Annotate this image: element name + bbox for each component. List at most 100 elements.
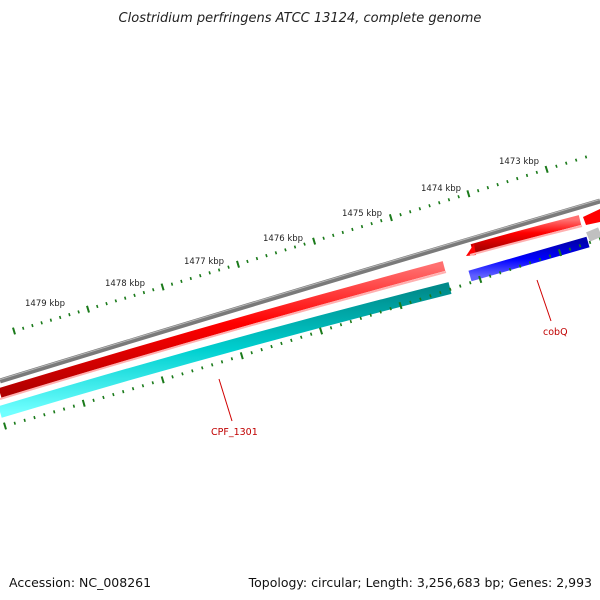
inner-ring-minor-tick: [181, 372, 184, 376]
inner-ring-minor-tick: [210, 363, 214, 367]
outer-ring-major-tick: [86, 305, 90, 313]
inner-ring-minor-tick: [230, 357, 234, 361]
inner-ring-minor-tick: [329, 326, 333, 330]
outer-ring-minor-tick: [189, 276, 192, 281]
inner-ring-minor-tick: [419, 297, 422, 301]
inner-ring-major-tick: [319, 327, 324, 335]
cpf1301-pointer-line: [218, 378, 233, 422]
outer-ring-minor-tick: [506, 179, 509, 184]
outer-ring-minor-tick: [565, 161, 568, 165]
genome-backbone: [0, 198, 600, 384]
outer-ring-minor-tick: [152, 288, 155, 292]
outer-ring-minor-tick: [476, 189, 480, 193]
inner-ring-minor-tick: [389, 307, 392, 311]
inner-ring-major-tick: [239, 352, 244, 360]
outer-ring-minor-tick: [208, 271, 211, 275]
inner-ring-minor-tick: [290, 338, 293, 343]
summary-text: Topology: circular; Length: 3,256,683 bp…: [248, 575, 592, 590]
outer-ring-minor-tick: [525, 173, 529, 178]
outer-ring-minor-tick: [58, 315, 62, 320]
outer-ring-minor-tick: [77, 310, 80, 314]
inner-ring-minor-tick: [112, 392, 115, 397]
outer-ring-minor-tick: [255, 256, 259, 261]
outer-ring-minor-tick: [22, 326, 25, 330]
outer-ring-minor-tick: [114, 299, 118, 303]
outer-ring-minor-tick: [49, 318, 53, 322]
inner-ring-minor-tick: [339, 323, 343, 327]
outer-ring-minor-tick: [303, 242, 306, 246]
inner-ring-minor-tick: [459, 284, 462, 288]
outer-ring-minor-tick: [40, 321, 43, 325]
outer-ring-minor-tick: [380, 218, 383, 223]
outer-ring-minor-tick: [246, 259, 249, 264]
outer-ring-minor-tick: [217, 268, 221, 272]
forward-gene-mid: [470, 215, 582, 254]
scale-label-1475: 1475 kbp: [342, 209, 382, 219]
outer-ring-minor-tick: [584, 155, 588, 159]
scale-label-1477: 1477 kbp: [184, 257, 224, 267]
inner-ring-minor-tick: [92, 398, 95, 403]
outer-ring-minor-tick: [516, 176, 519, 181]
reverse-gene-edge: [586, 227, 600, 242]
inner-ring-minor-tick: [43, 413, 46, 417]
outer-ring-minor-tick: [428, 204, 431, 208]
inner-ring-major-tick: [557, 248, 563, 257]
outer-ring-minor-tick: [96, 304, 99, 309]
inner-ring-minor-tick: [260, 347, 263, 352]
outer-ring-minor-tick: [199, 273, 202, 278]
forward-gene-edge-arrowhead: [583, 209, 600, 225]
outer-ring-major-tick: [312, 237, 317, 245]
inner-ring-minor-tick: [508, 267, 512, 272]
inner-ring-minor-tick: [122, 389, 125, 394]
inner-ring-major-tick: [3, 422, 7, 430]
outer-tick-ring: [12, 155, 588, 335]
inner-ring-minor-tick: [131, 387, 135, 391]
reverse-gene-cobq: [468, 236, 590, 282]
inner-ring-minor-tick: [498, 271, 502, 275]
inner-ring-minor-tick: [250, 351, 253, 355]
inner-ring-minor-tick: [201, 366, 204, 370]
inner-ring-minor-tick: [23, 418, 26, 423]
scale-label-1474: 1474 kbp: [421, 184, 461, 194]
inner-ring-minor-tick: [102, 395, 105, 400]
outer-ring-minor-tick: [142, 290, 146, 295]
outer-ring-major-tick: [388, 214, 393, 222]
outer-ring-minor-tick: [284, 248, 287, 252]
gene-label-cobq: cobQ: [543, 327, 568, 338]
inner-ring-minor-tick: [578, 244, 582, 248]
inner-ring-minor-tick: [62, 407, 66, 411]
outer-ring-minor-tick: [447, 198, 451, 202]
outer-ring-minor-tick: [399, 213, 402, 217]
inner-ring-minor-tick: [429, 294, 432, 298]
inner-ring-minor-tick: [72, 404, 76, 408]
inner-ring-minor-tick: [309, 332, 313, 336]
outer-ring-minor-tick: [124, 296, 127, 300]
inner-ring-minor-tick: [151, 381, 154, 385]
outer-ring-minor-tick: [409, 210, 412, 214]
outer-ring-minor-tick: [332, 233, 335, 238]
inner-ring-minor-tick: [270, 344, 273, 349]
inner-ring-minor-tick: [191, 369, 194, 373]
outer-ring-minor-tick: [341, 230, 344, 235]
inner-ring-minor-tick: [53, 410, 56, 414]
inner-tick-ring: [3, 237, 600, 430]
outer-ring-minor-tick: [105, 301, 108, 306]
inner-ring-minor-tick: [439, 290, 442, 295]
outer-ring-major-tick: [236, 260, 240, 268]
inner-ring-minor-tick: [141, 384, 145, 388]
inner-ring-minor-tick: [528, 261, 532, 265]
scale-label-1479: 1479 kbp: [25, 299, 65, 309]
outer-ring-minor-tick: [227, 265, 230, 269]
inner-ring-minor-tick: [171, 375, 174, 379]
outer-ring-minor-tick: [265, 253, 268, 258]
gene-label-cpf1301: CPF_1301: [211, 427, 258, 438]
scale-label-1476: 1476 kbp: [263, 234, 303, 244]
inner-ring-minor-tick: [220, 360, 224, 364]
map-title: Clostridium perfringens ATCC 13124, comp…: [118, 11, 482, 26]
outer-ring-minor-tick: [322, 236, 325, 240]
outer-ring-minor-tick: [133, 293, 136, 298]
outer-ring-major-tick: [466, 190, 471, 198]
outer-ring-minor-tick: [274, 251, 278, 255]
outer-ring-major-tick: [160, 283, 165, 291]
inner-ring-major-tick: [160, 376, 165, 384]
